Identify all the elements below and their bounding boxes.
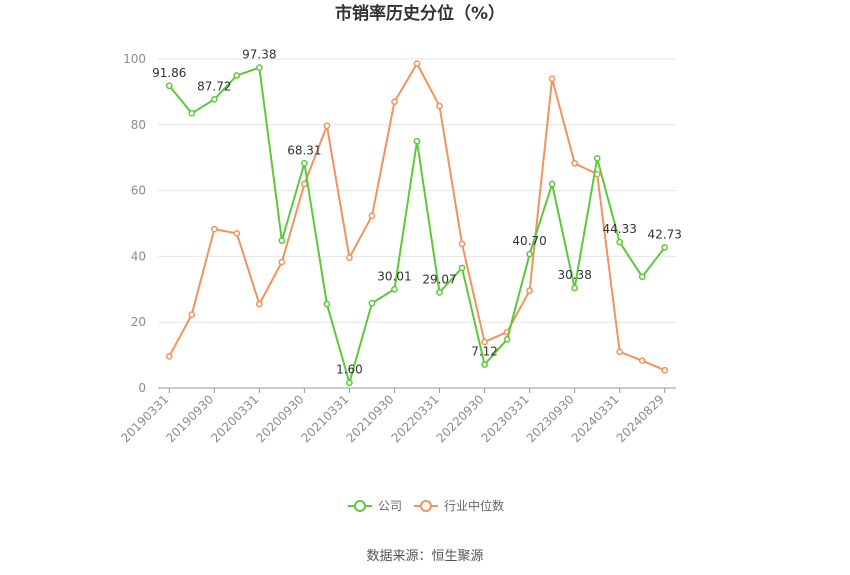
- series-group: [165, 60, 669, 387]
- y-tick-label: 80: [131, 118, 146, 132]
- x-tick-label: 20210331: [298, 392, 351, 445]
- chart-title: 市销率历史分位（%）: [335, 3, 505, 24]
- y-tick-label: 40: [131, 249, 146, 263]
- data-label: 30.38: [557, 268, 591, 282]
- data-point[interactable]: [458, 240, 466, 248]
- x-axis-ticks: 2019033120190930202003312020093020210331…: [118, 388, 667, 445]
- x-tick-label: 20200930: [253, 392, 306, 445]
- legend-marker-company: [354, 500, 366, 512]
- data-point[interactable]: [188, 311, 196, 318]
- data-labels: 91.86 87.72 97.38 68.31 1.60 30.01 29.07 7.12 40…: [152, 48, 682, 377]
- data-point[interactable]: [255, 64, 263, 71]
- data-label: 29.07: [422, 272, 456, 286]
- data-point[interactable]: [368, 299, 376, 307]
- legend-label-company: 公司: [378, 499, 402, 513]
- y-tick-label: 20: [131, 315, 146, 329]
- data-point[interactable]: [210, 96, 218, 103]
- data-point[interactable]: [391, 285, 398, 293]
- data-point[interactable]: [616, 348, 624, 356]
- data-point[interactable]: [368, 212, 376, 220]
- data-point[interactable]: [548, 180, 556, 188]
- x-tick-label: 20190331: [118, 392, 171, 445]
- legend-item-company[interactable]: 公司: [348, 499, 402, 513]
- x-tick-label: 20240331: [569, 392, 622, 445]
- data-label: 97.38: [242, 48, 276, 62]
- data-point[interactable]: [458, 264, 466, 272]
- data-point[interactable]: [436, 289, 443, 296]
- data-point[interactable]: [188, 109, 196, 117]
- x-tick-label: 20220331: [389, 392, 442, 445]
- y-axis-ticks: 0 20 40 60 80 100: [123, 52, 146, 395]
- legend-marker-industry-median: [420, 500, 432, 512]
- x-tick-label: 20220930: [434, 392, 487, 445]
- data-point[interactable]: [661, 244, 669, 251]
- data-point[interactable]: [481, 338, 488, 346]
- data-label: 1.60: [336, 363, 363, 377]
- data-point[interactable]: [526, 287, 533, 294]
- data-point[interactable]: [481, 361, 488, 368]
- data-label: 87.72: [197, 79, 231, 93]
- data-point[interactable]: [638, 357, 646, 365]
- data-point[interactable]: [661, 366, 669, 374]
- data-label: 44.33: [603, 222, 637, 236]
- data-point[interactable]: [210, 225, 218, 233]
- data-point[interactable]: [165, 353, 173, 360]
- data-label: 40.70: [512, 234, 546, 248]
- legend[interactable]: 公司 行业中位数: [348, 498, 504, 513]
- data-point[interactable]: [436, 102, 443, 110]
- data-point[interactable]: [233, 72, 241, 79]
- data-point[interactable]: [526, 250, 533, 258]
- data-point[interactable]: [301, 180, 308, 188]
- y-tick-label: 60: [131, 184, 146, 198]
- data-point[interactable]: [616, 238, 624, 246]
- data-point[interactable]: [503, 335, 511, 343]
- data-point[interactable]: [548, 75, 556, 83]
- y-tick-label: 0: [138, 381, 146, 395]
- series-line-0: [168, 66, 666, 384]
- x-tick-label: 20230930: [524, 392, 577, 445]
- data-point[interactable]: [165, 82, 173, 90]
- data-point[interactable]: [278, 258, 286, 266]
- x-tick-label: 20190930: [163, 392, 216, 445]
- data-label: 42.73: [648, 227, 682, 241]
- y-tick-label: 100: [123, 52, 146, 66]
- data-point[interactable]: [413, 137, 421, 145]
- data-point[interactable]: [301, 159, 308, 167]
- data-label: 7.12: [471, 345, 498, 359]
- x-tick-label: 20200331: [208, 392, 261, 445]
- legend-label-industry-median: 行业中位数: [444, 498, 504, 513]
- x-tick-label: 20240829: [614, 392, 667, 445]
- data-point[interactable]: [638, 273, 646, 281]
- data-point[interactable]: [571, 284, 579, 292]
- data-label: 68.31: [287, 143, 321, 157]
- series-line-1: [168, 62, 666, 372]
- data-label: 30.01: [377, 269, 411, 283]
- data-point[interactable]: [571, 159, 579, 167]
- data-point[interactable]: [278, 237, 286, 244]
- data-point[interactable]: [233, 230, 241, 237]
- data-point[interactable]: [593, 155, 601, 162]
- data-point[interactable]: [391, 98, 398, 106]
- x-tick-label: 20230331: [479, 392, 532, 445]
- data-point[interactable]: [346, 254, 353, 262]
- data-point[interactable]: [413, 60, 421, 67]
- data-point[interactable]: [346, 379, 353, 387]
- data-point[interactable]: [323, 300, 331, 308]
- data-label: 91.86: [152, 66, 186, 80]
- x-tick-label: 20210930: [344, 392, 397, 445]
- legend-item-industry-median[interactable]: 行业中位数: [414, 498, 504, 513]
- data-point[interactable]: [255, 300, 263, 308]
- data-point[interactable]: [323, 122, 331, 130]
- data-source: 数据来源：恒生聚源: [366, 549, 483, 564]
